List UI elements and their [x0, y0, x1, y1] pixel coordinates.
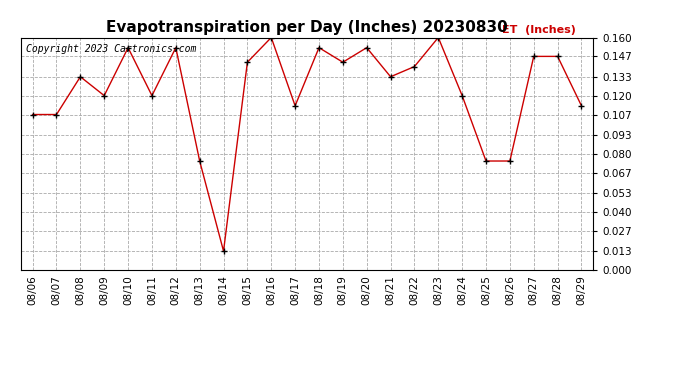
Text: ET  (Inches): ET (Inches): [502, 25, 576, 35]
Text: Copyright 2023 Cartronics.com: Copyright 2023 Cartronics.com: [26, 45, 197, 54]
Title: Evapotranspiration per Day (Inches) 20230830: Evapotranspiration per Day (Inches) 2023…: [106, 20, 508, 35]
